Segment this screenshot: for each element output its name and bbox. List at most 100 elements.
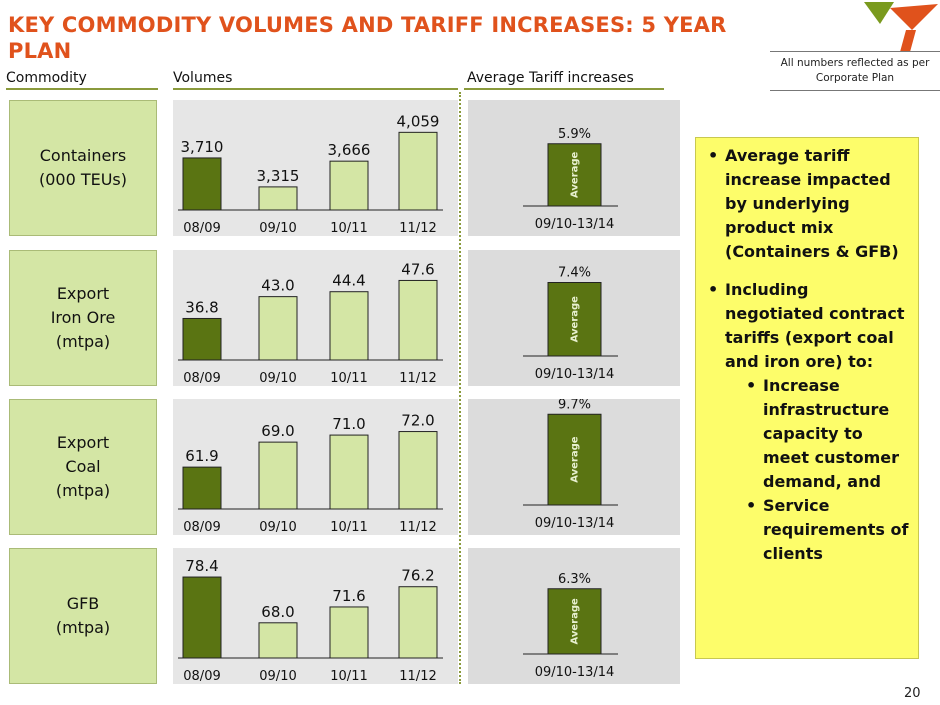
- tick-label: 09/10: [259, 669, 296, 684]
- commodity-header-rule: [6, 88, 158, 90]
- tariffs-header-rule: [464, 88, 664, 90]
- tick-label: 08/09: [183, 669, 220, 684]
- volumes-panel-coal: 61.9 08/09 69.0 09/10 71.0 10/11 72.0 11/12: [173, 399, 458, 535]
- commodity-line: GFB: [66, 594, 100, 613]
- data-label: 4,059: [397, 112, 440, 130]
- bar: [182, 466, 222, 510]
- corporate-plan-note: All numbers reflected as per Corporate P…: [780, 57, 930, 84]
- commodity-line: Export: [56, 433, 110, 452]
- data-label: 76.2: [401, 567, 434, 585]
- tick-label: 10/11: [330, 520, 367, 535]
- volumes-panel-gfb: 78.4 08/09 68.0 09/10 71.6 10/11 76.2 11/12: [173, 548, 458, 684]
- data-label: 9.7%: [558, 399, 591, 412]
- tick-label: 09/10-13/14: [535, 665, 615, 680]
- data-label: 68.0: [261, 603, 294, 621]
- tick-label: 11/12: [399, 221, 436, 236]
- data-label: 44.4: [332, 272, 365, 290]
- bar: [547, 282, 602, 357]
- bullet-tariff-mix: Average tariff increase impacted by unde…: [706, 144, 912, 264]
- bar-text: Average: [570, 598, 581, 645]
- tick-label: 09/10: [259, 371, 296, 386]
- commodity-label-gfb: GFB (mtpa): [9, 548, 157, 684]
- tick-label: 08/09: [183, 520, 220, 535]
- tick-label: 08/09: [183, 371, 220, 386]
- company-logo: [864, 2, 938, 52]
- bar-text: Average: [570, 436, 581, 483]
- tariff-chart-gfb: 6.3% Average 09/10-13/14: [523, 572, 618, 680]
- bar: [398, 131, 438, 211]
- column-header-tariffs: Average Tariff increases: [467, 70, 634, 86]
- volumes-chart-gfb: 78.4 08/09 68.0 09/10 71.6 10/11 76.2 11/12: [178, 557, 443, 684]
- bar: [398, 279, 438, 361]
- tariff-panel-coal: 9.7% Average 09/10-13/14: [468, 397, 680, 535]
- bar: [329, 434, 369, 510]
- commodity-line: (mtpa): [55, 481, 111, 500]
- volumes-chart-iron-ore: 36.8 08/09 43.0 09/10 44.4 10/11 47.6 11/12: [178, 260, 443, 386]
- volumes-chart-containers: 3,710 08/09 3,315 09/10 3,666 10/11 4,059 11/12: [178, 112, 443, 236]
- tick-label: 09/10-13/14: [535, 367, 615, 382]
- page-title: KEY COMMODITY VOLUMES AND TARIFF INCREAS…: [8, 13, 727, 63]
- note-rule-top: [770, 51, 940, 52]
- commodity-line: Export: [56, 284, 110, 303]
- commodity-label-containers: Containers (000 TEUs): [9, 100, 157, 236]
- bar: [182, 576, 222, 659]
- tariff-chart-iron-ore: 7.4% Average 09/10-13/14: [523, 266, 618, 382]
- tick-label: 09/10-13/14: [535, 516, 615, 531]
- commodity-line: Iron Ore: [50, 308, 116, 327]
- tick-label: 09/10: [259, 221, 296, 236]
- commodity-line: Containers: [39, 146, 127, 165]
- tick-label: 11/12: [399, 669, 436, 684]
- commodity-line: (mtpa): [55, 618, 111, 637]
- data-label: 3,710: [181, 138, 224, 156]
- tick-label: 08/09: [183, 221, 220, 236]
- tariff-panel-iron-ore: 7.4% Average 09/10-13/14: [468, 250, 680, 386]
- tariff-chart-coal: 9.7% Average 09/10-13/14: [523, 397, 618, 531]
- bullet-contract-tariffs: Including negotiated contract tariffs (e…: [706, 278, 912, 374]
- data-label: 43.0: [261, 277, 294, 295]
- commodity-label-coal: Export Coal (mtpa): [9, 399, 157, 535]
- tick-label: 09/10: [259, 520, 296, 535]
- tick-label: 11/12: [399, 520, 436, 535]
- bar: [258, 441, 298, 510]
- data-label: 36.8: [185, 298, 218, 316]
- data-label: 5.9%: [558, 127, 591, 142]
- bar: [258, 296, 298, 361]
- bar: [182, 317, 222, 361]
- volumes-panel-iron-ore: 36.8 08/09 43.0 09/10 44.4 10/11 47.6 11/12: [173, 250, 458, 386]
- key-points-box: Average tariff increase impacted by unde…: [695, 137, 919, 659]
- bar: [398, 586, 438, 659]
- page-number: 20: [904, 686, 921, 701]
- data-label: 6.3%: [558, 572, 591, 587]
- bar: [258, 622, 298, 659]
- commodity-label-iron-ore: Export Iron Ore (mtpa): [9, 250, 157, 386]
- data-label: 47.6: [401, 260, 434, 278]
- data-label: 71.6: [332, 587, 365, 605]
- bar: [398, 431, 438, 510]
- volumes-chart-coal: 61.9 08/09 69.0 09/10 71.0 10/11 72.0 11/12: [178, 412, 443, 535]
- commodity-line: (000 TEUs): [38, 170, 128, 189]
- data-label: 3,315: [257, 167, 300, 185]
- tick-label: 10/11: [330, 371, 367, 386]
- data-label: 78.4: [185, 557, 218, 575]
- column-header-volumes: Volumes: [173, 70, 233, 86]
- tariff-chart-containers: 5.9% Average 09/10-13/14: [523, 127, 618, 232]
- sub-bullet-capacity: Increase infrastructure capacity to meet…: [706, 374, 912, 494]
- data-label: 69.0: [261, 422, 294, 440]
- column-header-commodity: Commodity: [6, 70, 87, 86]
- bar: [329, 160, 369, 211]
- bar: [547, 143, 602, 207]
- volumes-panel-containers: 3,710 08/09 3,315 09/10 3,666 10/11 4,059 11/12: [173, 100, 458, 236]
- bar: [547, 588, 602, 655]
- column-separator: [459, 92, 461, 684]
- data-label: 71.0: [332, 415, 365, 433]
- note-rule-bottom: [770, 90, 940, 91]
- data-label: 7.4%: [558, 266, 591, 281]
- tick-label: 09/10-13/14: [535, 217, 615, 232]
- bar: [329, 606, 369, 659]
- bar: [182, 157, 222, 211]
- bar: [547, 413, 602, 506]
- sub-bullet-service: Service requirements of clients: [706, 494, 912, 566]
- data-label: 3,666: [328, 141, 371, 159]
- bar: [258, 186, 298, 211]
- bar-text: Average: [570, 296, 581, 343]
